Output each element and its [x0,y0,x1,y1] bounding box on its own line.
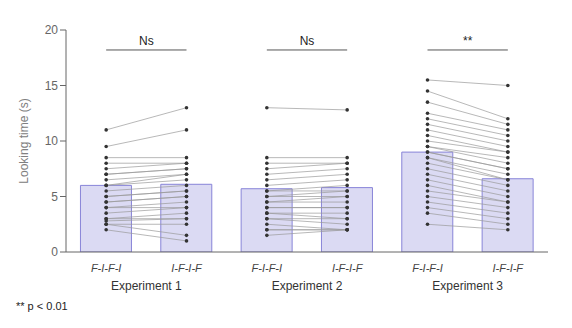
svg-text:Experiment 2: Experiment 2 [272,279,343,293]
svg-text:F-I-F-I: F-I-F-I [91,262,122,274]
svg-text:Experiment 1: Experiment 1 [111,279,182,293]
svg-text:F-I-F-I: F-I-F-I [412,262,443,274]
svg-text:Experiment 3: Experiment 3 [432,279,503,293]
svg-text:I-F-I-F: I-F-I-F [332,262,364,274]
svg-text:I-F-I-F: I-F-I-F [171,262,203,274]
svg-text:5: 5 [51,190,58,204]
svg-text:Ns: Ns [139,34,154,48]
svg-text:10: 10 [45,134,59,148]
svg-text:Ns: Ns [300,34,315,48]
svg-text:15: 15 [45,79,59,93]
svg-text:0: 0 [51,245,58,259]
html-text:** p < 0.01: ** p < 0.01 [16,300,68,312]
svg-text:Looking time (s): Looking time (s) [17,98,31,183]
svg-text:F-I-F-I: F-I-F-I [252,262,283,274]
svg-text:**: ** [463,34,473,48]
svg-text:I-F-I-F: I-F-I-F [493,262,525,274]
svg-text:20: 20 [45,23,59,37]
